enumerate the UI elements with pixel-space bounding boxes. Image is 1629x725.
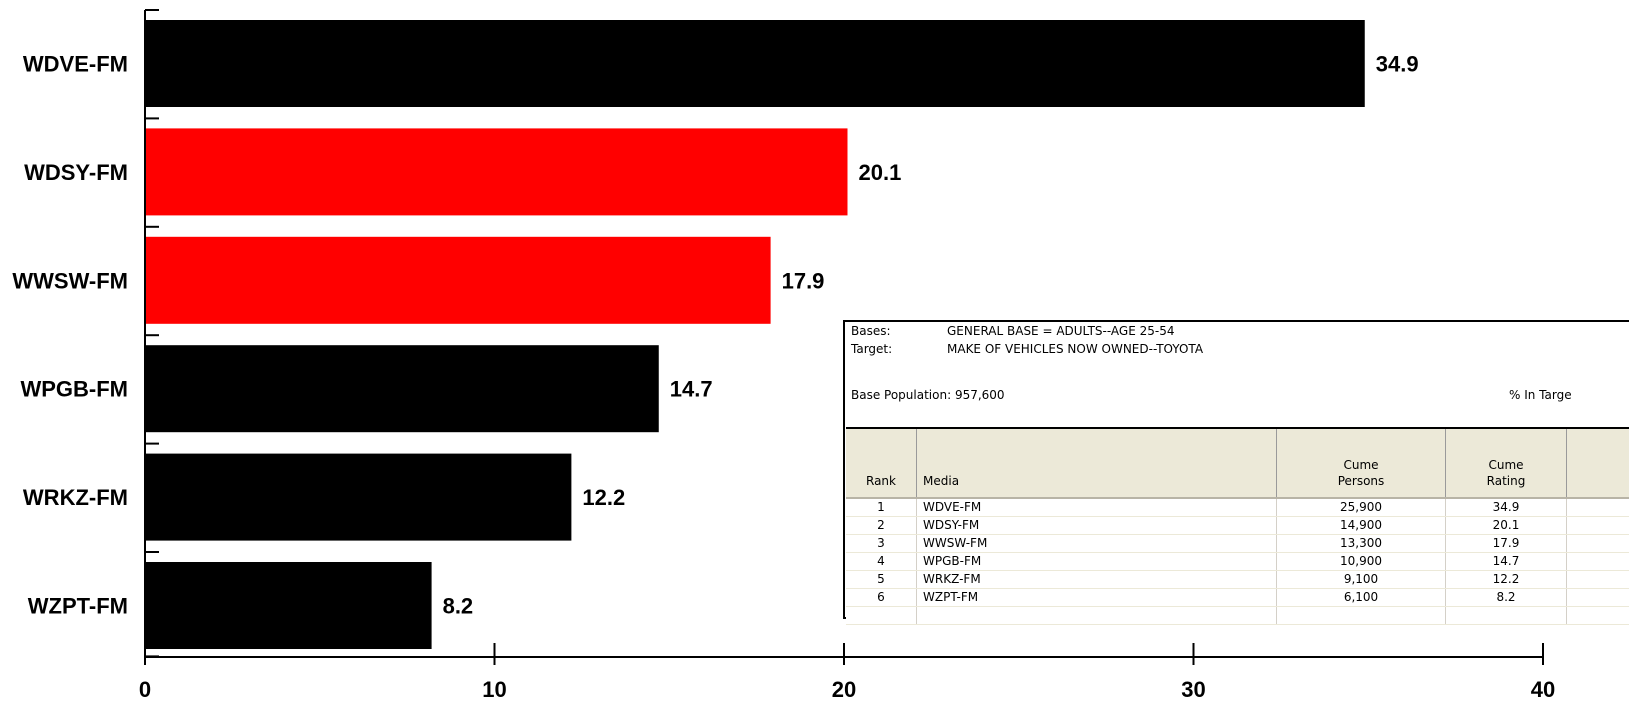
- bases-key: Bases:: [851, 324, 891, 338]
- cell-rank: 5: [846, 570, 917, 589]
- cell-cume-persons: 6,100: [1276, 588, 1446, 607]
- cell-media: WDVE-FM: [916, 498, 1277, 517]
- cell-rank: 6: [846, 588, 917, 607]
- cell-media: WDSY-FM: [916, 516, 1277, 535]
- cell-extra: [1566, 588, 1629, 607]
- x-tick-label: 10: [482, 677, 506, 702]
- x-tick-label: 20: [832, 677, 856, 702]
- category-label: WDSY-FM: [24, 160, 128, 185]
- info-panel: Bases: GENERAL BASE = ADULTS--AGE 25-54 T…: [843, 320, 1629, 625]
- data-table: Rank Media Cume Persons Cume Rating 1 WDVE…: [846, 429, 1629, 625]
- cell-cume-persons: 25,900: [1276, 498, 1446, 517]
- target-value: MAKE OF VEHICLES NOW OWNED--TOYOTA: [947, 342, 1204, 356]
- cell-rank: 3: [846, 534, 917, 553]
- col-header-cume-rating[interactable]: Cume Rating: [1445, 429, 1567, 499]
- base-population: Base Population: 957,600: [851, 388, 1005, 402]
- target-row: Target: MAKE OF VEHICLES NOW OWNED--TOYOT…: [851, 342, 1203, 356]
- x-tick-label: 0: [139, 677, 151, 702]
- cell-cume-rating: 17.9: [1445, 534, 1567, 553]
- value-label: 17.9: [782, 268, 825, 293]
- cell-media: WPGB-FM: [916, 552, 1277, 571]
- table-row[interactable]: 5 WRKZ-FM 9,100 12.2: [846, 570, 1629, 589]
- target-key: Target:: [851, 342, 893, 356]
- cell-cume-rating: 34.9: [1445, 498, 1567, 517]
- cell-cume-rating: 12.2: [1445, 570, 1567, 589]
- table-row-empty: [846, 606, 1629, 625]
- value-label: 14.7: [670, 377, 713, 402]
- cell-cume-persons: 10,900: [1276, 552, 1446, 571]
- category-label: WZPT-FM: [28, 594, 128, 619]
- table-header-row: Rank Media Cume Persons Cume Rating: [846, 429, 1629, 499]
- cell-extra: [1566, 570, 1629, 589]
- cell-extra: [1566, 498, 1629, 517]
- bar: [145, 128, 848, 216]
- x-tick-label: 30: [1181, 677, 1205, 702]
- bar: [145, 453, 572, 541]
- category-label: WDVE-FM: [23, 52, 128, 77]
- bar: [145, 345, 659, 433]
- cell-cume-persons: 14,900: [1276, 516, 1446, 535]
- x-tick-label: 40: [1531, 677, 1555, 702]
- col-header-extra[interactable]: [1566, 429, 1629, 499]
- col-header-media[interactable]: Media: [916, 429, 1277, 499]
- bases-row: Bases: GENERAL BASE = ADULTS--AGE 25-54: [851, 324, 1175, 338]
- value-label: 12.2: [582, 485, 625, 510]
- bar: [145, 562, 432, 649]
- col-header-cume-persons[interactable]: Cume Persons: [1276, 429, 1446, 499]
- cell-extra: [1566, 534, 1629, 553]
- value-label: 8.2: [443, 594, 474, 619]
- table-row[interactable]: 3 WWSW-FM 13,300 17.9: [846, 534, 1629, 553]
- bar: [145, 20, 1365, 107]
- col-header-rank[interactable]: Rank: [846, 429, 917, 499]
- table-row[interactable]: 1 WDVE-FM 25,900 34.9: [846, 498, 1629, 517]
- cell-rank: 1: [846, 498, 917, 517]
- category-label: WRKZ-FM: [23, 485, 128, 510]
- value-label: 34.9: [1376, 52, 1419, 77]
- table-container: Rank Media Cume Persons Cume Rating 1 WDVE…: [846, 427, 1629, 625]
- bases-value: GENERAL BASE = ADULTS--AGE 25-54: [947, 324, 1175, 338]
- cell-media: WRKZ-FM: [916, 570, 1277, 589]
- cell-media: WWSW-FM: [916, 534, 1277, 553]
- value-label: 20.1: [858, 160, 901, 185]
- cell-rank: 4: [846, 552, 917, 571]
- bar: [145, 236, 771, 324]
- table-row[interactable]: 2 WDSY-FM 14,900 20.1: [846, 516, 1629, 535]
- cell-media: WZPT-FM: [916, 588, 1277, 607]
- category-label: WWSW-FM: [12, 268, 128, 293]
- percent-in-target-label: % In Targe: [1509, 388, 1572, 402]
- cell-cume-persons: 9,100: [1276, 570, 1446, 589]
- category-label: WPGB-FM: [20, 377, 128, 402]
- cell-rank: 2: [846, 516, 917, 535]
- cell-cume-persons: 13,300: [1276, 534, 1446, 553]
- cell-cume-rating: 20.1: [1445, 516, 1567, 535]
- cell-extra: [1566, 516, 1629, 535]
- table-row[interactable]: 4 WPGB-FM 10,900 14.7: [846, 552, 1629, 571]
- cell-cume-rating: 14.7: [1445, 552, 1567, 571]
- cell-cume-rating: 8.2: [1445, 588, 1567, 607]
- cell-extra: [1566, 552, 1629, 571]
- table-row[interactable]: 6 WZPT-FM 6,100 8.2: [846, 588, 1629, 607]
